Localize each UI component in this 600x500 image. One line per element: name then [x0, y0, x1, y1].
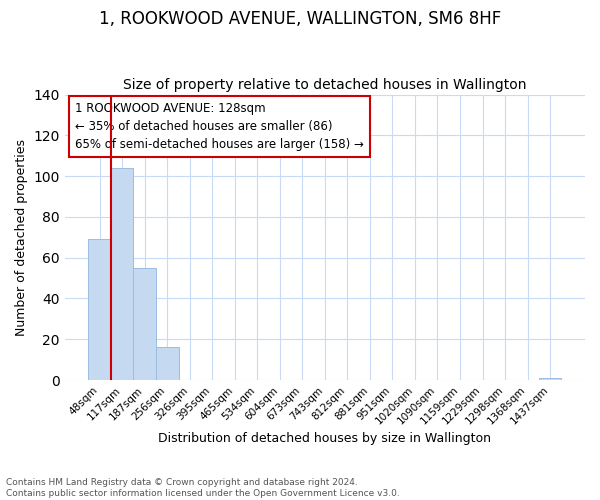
Bar — [88, 240, 111, 380]
Y-axis label: Number of detached properties: Number of detached properties — [15, 139, 28, 336]
Title: Size of property relative to detached houses in Wallington: Size of property relative to detached ho… — [123, 78, 527, 92]
Text: 1, ROOKWOOD AVENUE, WALLINGTON, SM6 8HF: 1, ROOKWOOD AVENUE, WALLINGTON, SM6 8HF — [99, 10, 501, 28]
Text: Contains HM Land Registry data © Crown copyright and database right 2024.
Contai: Contains HM Land Registry data © Crown c… — [6, 478, 400, 498]
Bar — [111, 168, 133, 380]
Bar — [133, 268, 156, 380]
Text: 1 ROOKWOOD AVENUE: 128sqm
← 35% of detached houses are smaller (86)
65% of semi-: 1 ROOKWOOD AVENUE: 128sqm ← 35% of detac… — [75, 102, 364, 150]
Bar — [539, 378, 562, 380]
Bar — [156, 348, 179, 380]
X-axis label: Distribution of detached houses by size in Wallington: Distribution of detached houses by size … — [158, 432, 491, 445]
